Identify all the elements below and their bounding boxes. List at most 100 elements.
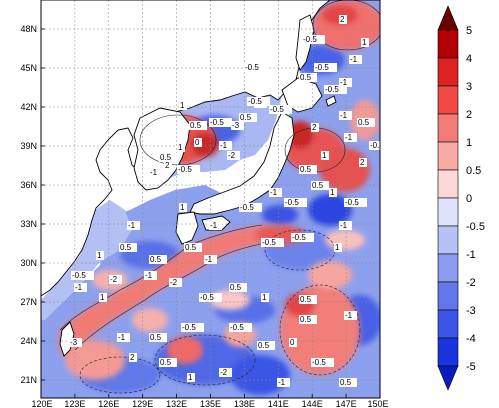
contour-label: -0.5 bbox=[181, 323, 204, 332]
contour-label-text: -0.5 bbox=[312, 358, 326, 367]
lon-label: 120E bbox=[31, 399, 52, 408]
contour-label-text: 0.5 bbox=[300, 315, 312, 324]
lat-label: 48N bbox=[20, 24, 37, 34]
contour-label: -1 bbox=[339, 221, 352, 230]
contour-label-text: -0.5 bbox=[292, 233, 306, 242]
contour-label-text: -1 bbox=[128, 221, 136, 230]
contour-label: -1 bbox=[127, 221, 140, 230]
contour-label: -1 bbox=[339, 111, 352, 120]
contour-label: 1 bbox=[179, 203, 187, 212]
contour-label: -3 bbox=[69, 338, 82, 347]
contour-label: 0.5 bbox=[119, 243, 137, 252]
contour-label-bg bbox=[359, 158, 367, 167]
contour-label-bg bbox=[231, 121, 244, 130]
contour-label-bg bbox=[311, 358, 334, 367]
contour-label-text: -1 bbox=[118, 333, 126, 342]
contour-label-bg bbox=[71, 271, 94, 280]
contour-label-text: -1 bbox=[278, 378, 286, 387]
contour-label-bg bbox=[302, 35, 325, 44]
contour-label: 0.5 bbox=[189, 121, 207, 130]
contour-label-text: 1 bbox=[330, 188, 335, 197]
contour-label: -0.5 bbox=[269, 105, 292, 114]
contour-label-text: -1 bbox=[345, 133, 353, 142]
contour-label: -0.5 bbox=[311, 358, 334, 367]
lon-label: 132E bbox=[166, 399, 187, 408]
contour-label-bg bbox=[299, 165, 317, 174]
contour-label-text: -0.5 bbox=[245, 63, 259, 72]
contour-label: 2 bbox=[359, 158, 367, 167]
contour-label: 0.5 bbox=[339, 378, 357, 387]
contour-label: 0.5 bbox=[311, 181, 329, 190]
lon-label: 129E bbox=[132, 399, 153, 408]
contour-label-text: 1 bbox=[188, 373, 193, 382]
contour-label: 1 bbox=[321, 151, 329, 160]
colorbar-swatch bbox=[437, 169, 459, 199]
contour-label-text: 0.5 bbox=[230, 283, 242, 292]
contour-label-text: 1 bbox=[322, 151, 327, 160]
contour-label: 1 bbox=[99, 293, 107, 302]
contour-label-bg bbox=[291, 233, 314, 242]
contour-label-bg bbox=[179, 203, 187, 212]
contour-label-text: 0.5 bbox=[160, 358, 172, 367]
contour-label-text: 0.5 bbox=[358, 118, 370, 127]
contour-label-text: -1 bbox=[340, 111, 348, 120]
contour-label-text: 0.5 bbox=[160, 153, 172, 162]
contour-label-text: -1 bbox=[340, 78, 348, 87]
contour-label: 0.5 bbox=[299, 295, 317, 304]
contour-label-bg bbox=[314, 63, 337, 72]
contour-label-bg bbox=[321, 151, 329, 160]
contour-label-text: -1 bbox=[220, 141, 228, 150]
contour-label: 2 bbox=[129, 353, 137, 362]
lon-label: 144E bbox=[302, 399, 323, 408]
contour-label: -1 bbox=[74, 283, 87, 292]
contour-label-text: -1 bbox=[205, 255, 213, 264]
contour-label-bg bbox=[239, 113, 257, 122]
contour-label-text: -1 bbox=[150, 168, 158, 177]
colorbar-swatch bbox=[437, 225, 459, 255]
lon-label: 150E bbox=[367, 399, 388, 408]
contour-label: 1 bbox=[361, 38, 369, 47]
contour-label-text: -1 bbox=[210, 221, 218, 230]
contour-label-text: 2 bbox=[360, 158, 365, 167]
lon-label: 123E bbox=[64, 399, 85, 408]
contour-label: 0.5 bbox=[149, 333, 167, 342]
colorbar-min-arrow bbox=[437, 365, 459, 391]
contour-label-bg bbox=[181, 323, 204, 332]
contour-label: 2 bbox=[164, 161, 172, 170]
lat-label: 21N bbox=[20, 375, 37, 385]
contour-label-text: 1 bbox=[180, 101, 185, 110]
contour-label-text: -0.5 bbox=[325, 85, 339, 94]
contour-label: -1 bbox=[144, 271, 157, 280]
colorbar-max-arrow bbox=[437, 5, 459, 31]
colorbar-label: -1 bbox=[466, 249, 476, 261]
lon-label: 141E bbox=[268, 399, 289, 408]
contour-label-bg bbox=[177, 165, 200, 174]
contour-label-text: -1 bbox=[345, 311, 353, 320]
contour-label-bg bbox=[299, 73, 317, 82]
contour-label-bg bbox=[311, 123, 319, 132]
korean-peninsula bbox=[133, 107, 191, 191]
colorbar-label: 4 bbox=[466, 53, 472, 65]
colorbar-swatch bbox=[437, 337, 459, 367]
contour-label-bg bbox=[369, 141, 380, 150]
contour-label-bg bbox=[144, 271, 157, 280]
contour-label-text: 1 bbox=[335, 243, 340, 252]
contour-label-text: 0.5 bbox=[120, 243, 132, 252]
contour-label: -0.5 bbox=[324, 85, 347, 94]
contour-label-bg bbox=[187, 373, 195, 382]
contour-label: -1 bbox=[344, 311, 357, 320]
contour-label-bg bbox=[219, 141, 232, 150]
contour-label: -1 bbox=[277, 378, 290, 387]
contour-label: 0.5 bbox=[149, 255, 167, 264]
lon-label: 138E bbox=[234, 399, 255, 408]
contour-label-text: -0.5 bbox=[72, 271, 86, 280]
contour-label: -1 bbox=[349, 55, 362, 64]
contour-label-bg bbox=[269, 188, 282, 197]
contour-label: 2 bbox=[339, 15, 347, 24]
contour-label: 0.5 bbox=[229, 283, 247, 292]
contour-label: -0.5 bbox=[244, 63, 267, 72]
contour-label: -0.5 bbox=[247, 97, 270, 106]
contour-label: -2 bbox=[219, 368, 232, 377]
contour-label-text: 0.5 bbox=[312, 181, 324, 190]
